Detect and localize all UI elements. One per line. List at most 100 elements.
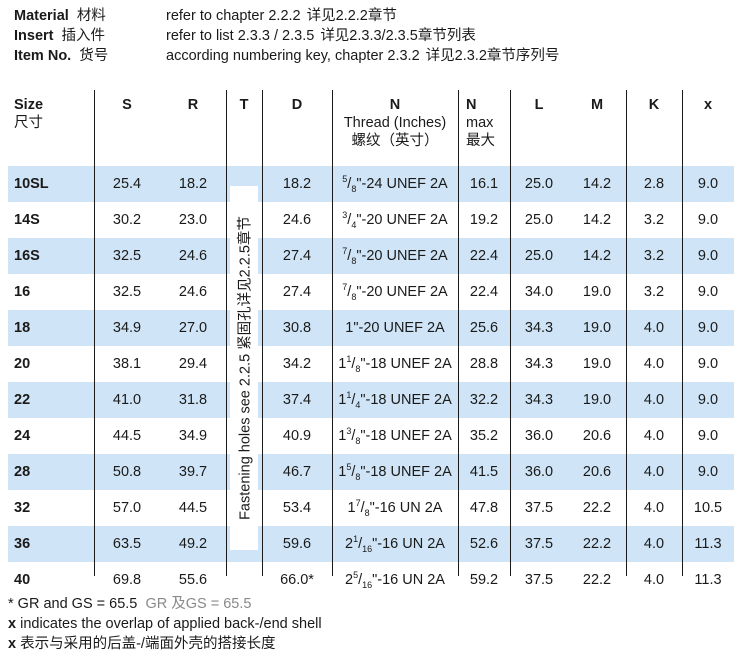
r-cell: 34.9 xyxy=(178,428,208,444)
thread-cell: 13/8"-18 UNEF 2A xyxy=(338,426,452,446)
col-s-header: S xyxy=(122,97,132,113)
s-cell: 25.4 xyxy=(112,176,142,192)
col-t-header: T xyxy=(239,97,249,113)
thread-cell: 5/8"-24 UNEF 2A xyxy=(342,174,448,194)
d-cell: 59.6 xyxy=(282,536,312,552)
size-cell: 18 xyxy=(14,320,31,336)
x-cell: 10.5 xyxy=(693,500,723,516)
x-cell: 9.0 xyxy=(697,428,719,444)
thread-cell: 21/16"-16 UN 2A xyxy=(345,534,445,554)
thread-cell: 3/4"-20 UNEF 2A xyxy=(342,210,448,230)
table-row: 40 69.8 55.6 66.0* 25/16"-16 UN 2A 59.2 37.5 22… xyxy=(8,562,734,598)
size-cell: 14S xyxy=(14,212,40,228)
footnotes: * GR and GS = 65.5 GR 及GS = 65.5 x indic… xyxy=(8,594,322,654)
k-cell: 3.2 xyxy=(643,248,665,264)
r-cell: 24.6 xyxy=(178,284,208,300)
s-cell: 32.5 xyxy=(112,248,142,264)
k-cell: 3.2 xyxy=(643,212,665,228)
nmax-cell: 35.2 xyxy=(469,428,499,444)
thread-cell: 15/8"-18 UNEF 2A xyxy=(338,462,452,482)
r-cell: 27.0 xyxy=(178,320,208,336)
x-cell: 9.0 xyxy=(697,320,719,336)
size-cell: 16 xyxy=(14,284,31,300)
nmax-cell: 19.2 xyxy=(469,212,499,228)
x-cell: 9.0 xyxy=(697,356,719,372)
thread-cell: 17/8"-16 UN 2A xyxy=(347,498,443,518)
r-cell: 39.7 xyxy=(178,464,208,480)
m-cell: 14.2 xyxy=(582,176,612,192)
m-cell: 20.6 xyxy=(582,428,612,444)
s-cell: 32.5 xyxy=(112,284,142,300)
size-cell: 32 xyxy=(14,500,31,516)
m-cell: 22.2 xyxy=(582,572,612,588)
r-cell: 24.6 xyxy=(178,248,208,264)
column-divider xyxy=(94,90,95,576)
r-cell: 23.0 xyxy=(178,212,208,228)
x-cell: 9.0 xyxy=(697,464,719,480)
x-cell: 9.0 xyxy=(697,284,719,300)
size-cell: 36 xyxy=(14,536,31,552)
thread-cell: 1"-20 UNEF 2A xyxy=(345,320,445,336)
r-cell: 18.2 xyxy=(178,176,208,192)
col-r-header: R xyxy=(187,97,199,113)
l-cell: 36.0 xyxy=(524,464,554,480)
col-nmax-header: N max 最大 xyxy=(466,97,495,149)
m-cell: 19.0 xyxy=(582,392,612,408)
d-cell: 27.4 xyxy=(282,284,312,300)
k-cell: 4.0 xyxy=(643,464,665,480)
table-row: 28 50.8 39.7 46.7 15/8"-18 UNEF 2A 41.5 36.0 20… xyxy=(8,454,734,490)
material-value: refer to chapter 2.2.2 详见2.2.2章节 xyxy=(166,8,397,24)
footnote-x-cn: x 表示与采用的后盖-/端面外壳的搭接长度 xyxy=(8,636,276,652)
m-cell: 22.2 xyxy=(582,536,612,552)
s-cell: 41.0 xyxy=(112,392,142,408)
nmax-cell: 32.2 xyxy=(469,392,499,408)
footnote-gr-gs: * GR and GS = 65.5 GR 及GS = 65.5 xyxy=(8,596,252,612)
l-cell: 37.5 xyxy=(524,500,554,516)
col-l-header: L xyxy=(534,97,544,113)
col-size-header: Size 尺寸 xyxy=(14,97,44,131)
m-cell: 19.0 xyxy=(582,356,612,372)
k-cell: 4.0 xyxy=(643,572,665,588)
s-cell: 50.8 xyxy=(112,464,142,480)
d-cell: 27.4 xyxy=(282,248,312,264)
m-cell: 22.2 xyxy=(582,500,612,516)
table-row: 24 44.5 34.9 40.9 13/8"-18 UNEF 2A 35.2 36.0 20… xyxy=(8,418,734,454)
m-cell: 19.0 xyxy=(582,284,612,300)
k-cell: 4.0 xyxy=(643,500,665,516)
d-cell: 46.7 xyxy=(282,464,312,480)
d-cell: 24.6 xyxy=(282,212,312,228)
r-cell: 55.6 xyxy=(178,572,208,588)
item-no-value: according numbering key, chapter 2.3.2 详见… xyxy=(166,48,560,64)
k-cell: 4.0 xyxy=(643,428,665,444)
column-divider xyxy=(626,90,627,576)
col-d-header: D xyxy=(291,97,303,113)
k-cell: 4.0 xyxy=(643,392,665,408)
nmax-cell: 16.1 xyxy=(469,176,499,192)
table-row: 36 63.5 49.2 59.6 21/16"-16 UN 2A 52.6 37.5 22.… xyxy=(8,526,734,562)
s-cell: 34.9 xyxy=(112,320,142,336)
material-label: Material 材料 xyxy=(14,8,106,24)
l-cell: 34.3 xyxy=(524,356,554,372)
fastening-holes-note: Fastening holes see 2.2.5 紧固孔详见2.2.5章节 xyxy=(237,216,254,520)
s-cell: 38.1 xyxy=(112,356,142,372)
l-cell: 34.0 xyxy=(524,284,554,300)
thread-cell: 7/8"-20 UNEF 2A xyxy=(342,282,448,302)
column-divider xyxy=(262,90,263,576)
size-cell: 16S xyxy=(14,248,40,264)
x-cell: 9.0 xyxy=(697,248,719,264)
nmax-cell: 52.6 xyxy=(469,536,499,552)
col-x-header: x xyxy=(703,97,713,113)
column-divider xyxy=(510,90,511,576)
r-cell: 31.8 xyxy=(178,392,208,408)
nmax-cell: 22.4 xyxy=(469,248,499,264)
l-cell: 25.0 xyxy=(524,248,554,264)
s-cell: 69.8 xyxy=(112,572,142,588)
l-cell: 37.5 xyxy=(524,536,554,552)
insert-label: Insert 插入件 xyxy=(14,28,105,44)
nmax-cell: 41.5 xyxy=(469,464,499,480)
r-cell: 29.4 xyxy=(178,356,208,372)
size-cell: 40 xyxy=(14,572,31,588)
column-divider xyxy=(226,90,227,576)
l-cell: 25.0 xyxy=(524,212,554,228)
r-cell: 44.5 xyxy=(178,500,208,516)
